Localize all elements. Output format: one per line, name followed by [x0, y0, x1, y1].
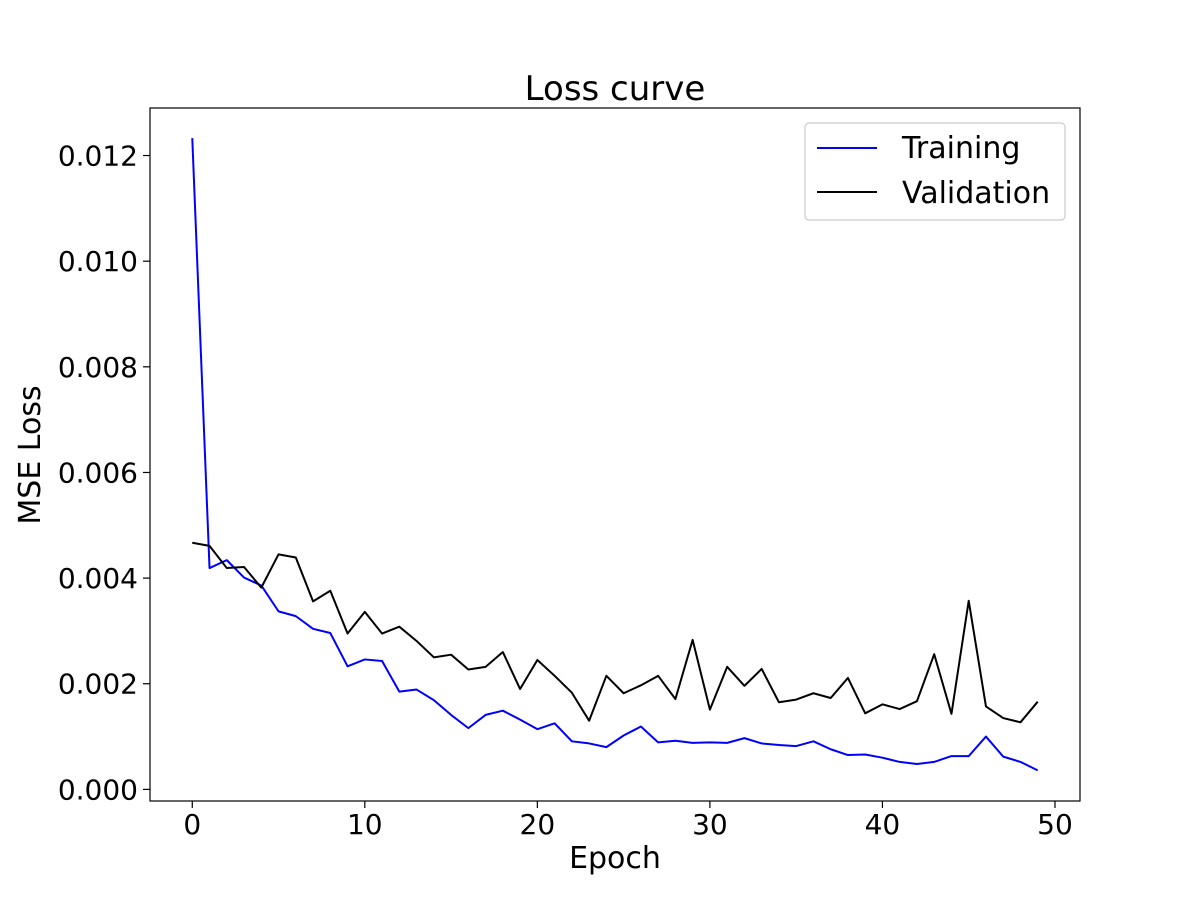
x-tick-label: 20: [520, 808, 556, 841]
y-tick-label: 0.008: [58, 351, 138, 384]
y-tick-label: 0.012: [58, 140, 138, 173]
series-line-validation: [192, 541, 1039, 724]
y-tick-label: 0.000: [58, 773, 138, 806]
y-axis: 0.000 0.002 0.004 0.006 0.008 0.010 0.012: [58, 140, 150, 806]
x-tick-label: 0: [183, 808, 201, 841]
chart-title: Loss curve: [525, 69, 706, 109]
x-tick-label: 50: [1037, 808, 1073, 841]
x-axis: 0 10 20 30 40 50: [183, 801, 1073, 841]
y-tick-label: 0.004: [58, 562, 138, 595]
legend-label-training: Training: [901, 131, 1020, 166]
x-tick-label: 40: [865, 808, 901, 841]
x-axis-label: Epoch: [569, 841, 661, 876]
series-line-training: [191, 138, 1039, 772]
x-tick-label: 10: [347, 808, 383, 841]
series-layer: [191, 138, 1039, 772]
legend-label-validation: Validation: [902, 176, 1050, 211]
y-tick-label: 0.002: [58, 668, 138, 701]
legend: Training Validation: [804, 122, 1066, 221]
y-tick-label: 0.010: [58, 245, 138, 278]
x-tick-label: 30: [692, 808, 728, 841]
y-tick-label: 0.006: [58, 456, 138, 489]
y-axis-label: MSE Loss: [13, 385, 48, 524]
